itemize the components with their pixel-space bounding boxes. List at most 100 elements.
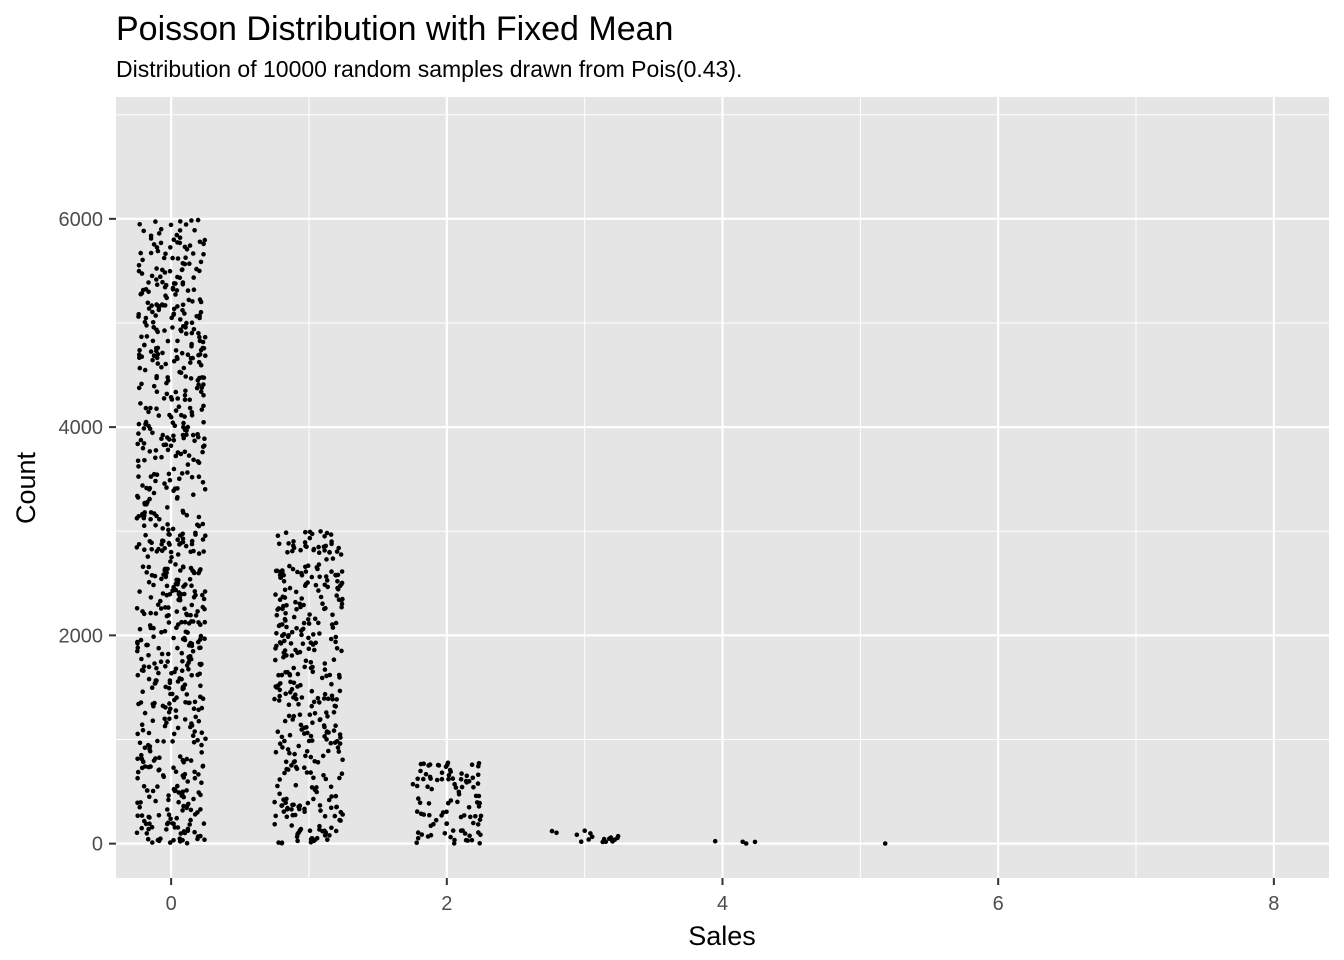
data-point	[173, 587, 179, 593]
data-point	[427, 762, 433, 767]
data-point	[142, 745, 148, 751]
data-point	[153, 219, 158, 224]
data-point	[421, 761, 427, 766]
data-point	[334, 549, 340, 554]
data-point	[192, 729, 197, 734]
data-point	[192, 812, 198, 817]
data-point	[334, 697, 340, 702]
data-point	[322, 661, 328, 666]
data-point	[328, 532, 334, 537]
data-point	[321, 696, 327, 701]
data-point	[193, 530, 198, 536]
data-point	[319, 675, 325, 681]
data-point	[448, 798, 454, 803]
data-point	[167, 268, 173, 274]
data-point	[196, 551, 202, 556]
data-point	[324, 578, 330, 583]
data-point	[196, 331, 201, 336]
data-point	[156, 813, 162, 818]
data-point	[135, 731, 140, 737]
data-point	[427, 774, 433, 780]
data-point	[276, 840, 281, 845]
data-point	[182, 244, 188, 250]
data-point	[188, 360, 193, 365]
data-point	[141, 441, 147, 446]
data-point	[182, 635, 187, 641]
data-point	[146, 564, 152, 570]
data-point	[148, 595, 154, 600]
data-point	[333, 639, 338, 645]
data-point	[172, 697, 177, 703]
data-point	[322, 691, 328, 697]
data-point	[278, 641, 284, 646]
data-point	[152, 573, 158, 579]
data-point	[337, 583, 343, 589]
data-point	[197, 239, 203, 245]
data-point	[305, 563, 311, 568]
data-point	[282, 587, 288, 593]
data-point	[145, 836, 151, 842]
data-point	[293, 589, 299, 595]
data-point	[326, 797, 332, 803]
data-point	[453, 785, 459, 790]
data-point	[299, 573, 305, 578]
data-point	[299, 695, 305, 700]
data-point	[339, 604, 344, 610]
data-point	[161, 255, 167, 261]
data-point	[554, 830, 559, 836]
data-point	[278, 569, 284, 575]
data-point	[139, 290, 145, 296]
data-point	[171, 433, 176, 439]
data-point	[139, 722, 145, 727]
data-point	[337, 688, 343, 694]
data-point	[166, 651, 171, 657]
data-point	[194, 385, 200, 391]
data-point	[276, 672, 281, 678]
data-point	[177, 542, 182, 547]
data-point	[324, 530, 330, 536]
data-point	[141, 228, 146, 234]
data-point	[199, 730, 205, 735]
data-point	[173, 453, 179, 459]
data-point	[199, 780, 204, 785]
data-point	[317, 700, 322, 705]
data-point	[333, 828, 339, 834]
data-point	[144, 570, 149, 575]
data-point	[140, 483, 145, 488]
data-point	[882, 841, 888, 846]
data-point	[181, 324, 186, 329]
data-point	[327, 833, 332, 838]
data-point	[159, 302, 165, 307]
data-point	[287, 563, 292, 569]
data-point	[311, 775, 316, 781]
data-point	[166, 540, 172, 546]
data-point	[185, 352, 191, 358]
data-point	[317, 631, 322, 636]
data-point	[182, 619, 188, 625]
data-point	[136, 514, 141, 519]
data-point	[458, 777, 464, 782]
data-point	[162, 328, 167, 333]
data-point	[139, 825, 144, 831]
data-point	[150, 430, 155, 436]
data-point	[170, 285, 176, 291]
data-point	[282, 648, 288, 653]
data-point	[185, 779, 190, 784]
data-point	[197, 338, 203, 344]
data-point	[448, 834, 453, 840]
data-point	[203, 353, 208, 359]
data-point	[325, 696, 331, 702]
data-point	[164, 583, 170, 589]
data-point	[423, 771, 429, 777]
data-point	[185, 470, 190, 475]
data-point	[155, 602, 161, 607]
data-point	[277, 687, 283, 693]
data-point	[156, 670, 161, 676]
data-point	[304, 725, 309, 730]
data-point	[175, 495, 180, 500]
data-point	[190, 251, 196, 256]
data-point	[187, 243, 193, 248]
data-point	[200, 449, 205, 455]
data-point	[289, 823, 295, 828]
